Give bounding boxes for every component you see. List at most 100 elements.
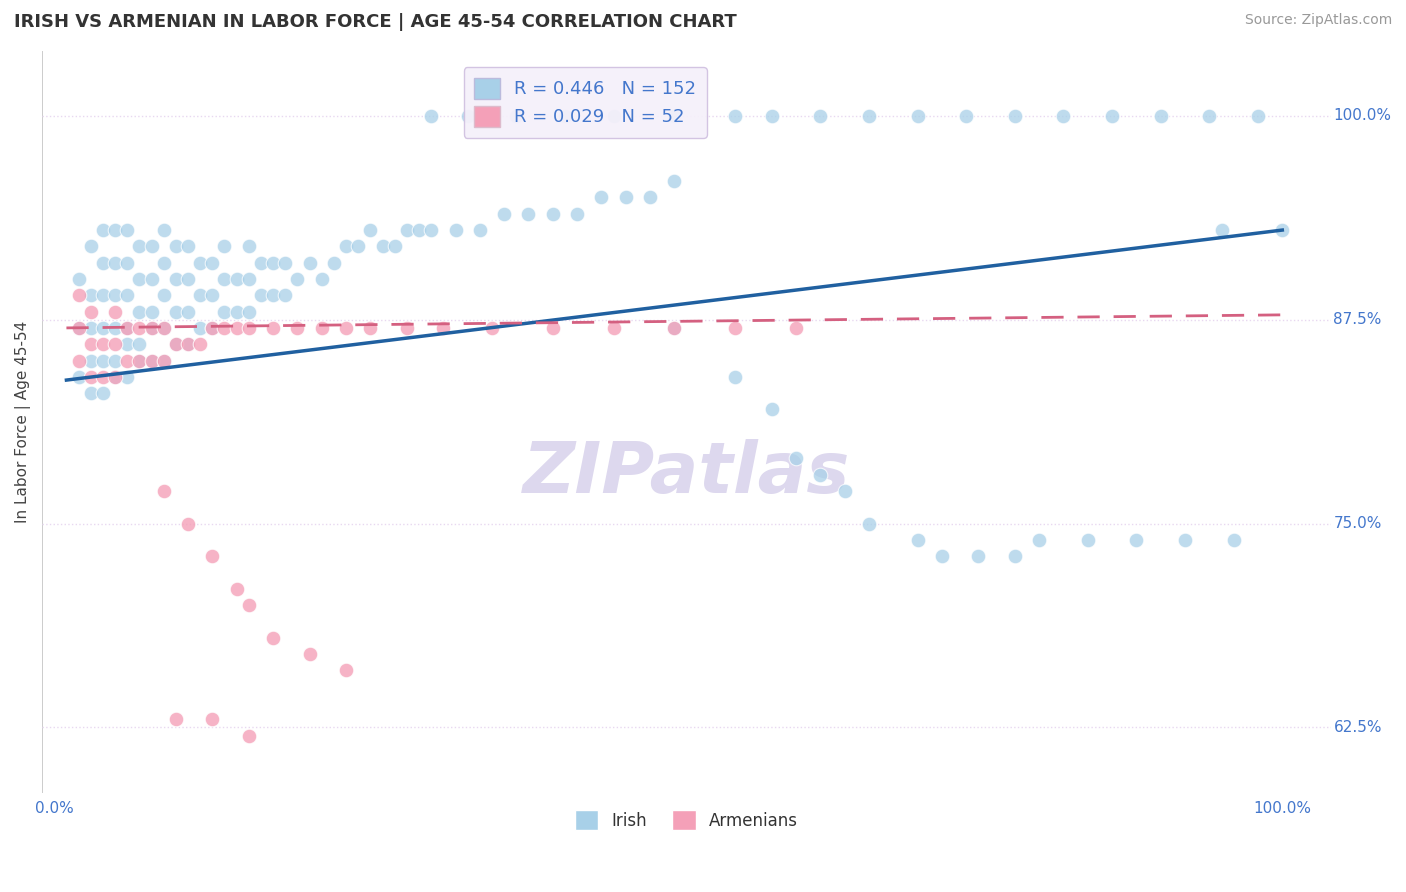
Point <box>141 239 163 253</box>
Text: 0.0%: 0.0% <box>35 801 73 816</box>
Point <box>80 239 103 253</box>
Point <box>225 304 247 318</box>
Point <box>165 337 187 351</box>
Point <box>152 255 174 269</box>
Point <box>165 272 187 286</box>
Point <box>104 321 127 335</box>
Point <box>177 304 200 318</box>
Point <box>128 321 150 335</box>
Point <box>67 272 90 286</box>
Point <box>128 239 150 253</box>
Point <box>322 255 344 269</box>
Point <box>274 288 297 302</box>
Point <box>238 729 260 743</box>
Point <box>262 255 284 269</box>
Point <box>177 337 200 351</box>
Point <box>967 549 990 564</box>
Point <box>335 321 357 335</box>
Legend: Irish, Armenians: Irish, Armenians <box>568 804 804 837</box>
Text: 62.5%: 62.5% <box>1333 720 1382 735</box>
Point <box>1174 533 1197 547</box>
Point <box>201 321 224 335</box>
Point <box>67 353 90 368</box>
Point <box>91 337 114 351</box>
Point <box>91 369 114 384</box>
Point <box>238 598 260 612</box>
Point <box>115 223 138 237</box>
Point <box>1211 223 1233 237</box>
Point <box>664 321 686 335</box>
Point <box>347 239 370 253</box>
Point <box>602 321 624 335</box>
Point <box>225 582 247 596</box>
Point <box>128 337 150 351</box>
Point <box>115 321 138 335</box>
Point <box>115 353 138 368</box>
Point <box>214 272 236 286</box>
Point <box>250 255 273 269</box>
Point <box>602 109 624 123</box>
Point <box>420 223 443 237</box>
Point <box>201 255 224 269</box>
Point <box>225 321 247 335</box>
Point <box>724 369 747 384</box>
Point <box>104 223 127 237</box>
Point <box>541 207 564 221</box>
Point <box>214 321 236 335</box>
Point <box>664 321 686 335</box>
Point <box>165 239 187 253</box>
Point <box>785 321 807 335</box>
Point <box>834 483 856 498</box>
Point <box>444 223 467 237</box>
Point <box>638 190 661 204</box>
Point <box>311 272 333 286</box>
Point <box>311 321 333 335</box>
Point <box>517 207 540 221</box>
Point <box>177 337 200 351</box>
Point <box>214 239 236 253</box>
Point <box>128 272 150 286</box>
Point <box>565 207 588 221</box>
Point <box>1150 109 1173 123</box>
Point <box>177 239 200 253</box>
Point <box>141 321 163 335</box>
Point <box>67 288 90 302</box>
Point <box>481 321 503 335</box>
Text: 100.0%: 100.0% <box>1333 109 1392 123</box>
Point <box>858 109 880 123</box>
Point <box>724 321 747 335</box>
Y-axis label: In Labor Force | Age 45-54: In Labor Force | Age 45-54 <box>15 320 31 523</box>
Point <box>238 272 260 286</box>
Point <box>201 712 224 726</box>
Point <box>785 451 807 466</box>
Point <box>152 483 174 498</box>
Point <box>664 174 686 188</box>
Point <box>152 321 174 335</box>
Point <box>104 288 127 302</box>
Point <box>724 109 747 123</box>
Point <box>104 369 127 384</box>
Point <box>238 321 260 335</box>
Point <box>115 369 138 384</box>
Point <box>408 223 430 237</box>
Point <box>104 369 127 384</box>
Text: Source: ZipAtlas.com: Source: ZipAtlas.com <box>1244 13 1392 28</box>
Point <box>80 386 103 401</box>
Point <box>931 549 953 564</box>
Point <box>287 321 309 335</box>
Point <box>1125 533 1147 547</box>
Point <box>141 353 163 368</box>
Point <box>188 288 211 302</box>
Point <box>67 369 90 384</box>
Point <box>858 516 880 531</box>
Text: IRISH VS ARMENIAN IN LABOR FORCE | AGE 45-54 CORRELATION CHART: IRISH VS ARMENIAN IN LABOR FORCE | AGE 4… <box>14 13 737 31</box>
Point <box>104 255 127 269</box>
Point <box>1028 533 1050 547</box>
Point <box>214 304 236 318</box>
Point <box>238 304 260 318</box>
Text: 87.5%: 87.5% <box>1333 312 1382 327</box>
Point <box>177 272 200 286</box>
Point <box>554 109 576 123</box>
Point <box>614 190 637 204</box>
Point <box>201 321 224 335</box>
